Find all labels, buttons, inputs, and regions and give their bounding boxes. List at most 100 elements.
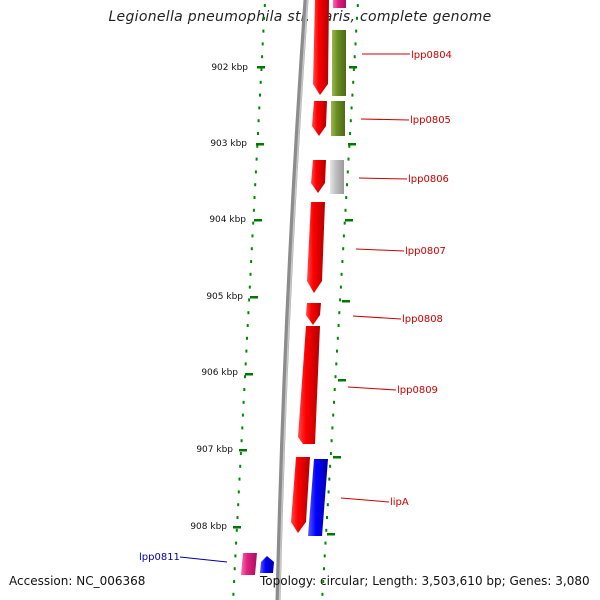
tick-mark: [245, 373, 253, 376]
scale-dot: [239, 464, 242, 468]
tick-mark: [345, 219, 353, 222]
scale-dot: [257, 119, 260, 123]
cds-lipA[interactable]: [291, 457, 310, 533]
scale-dot: [253, 196, 256, 199]
scale-dot: [331, 426, 334, 430]
scale-dot: [336, 349, 338, 353]
accession-text: Accession: NC_006368: [9, 574, 146, 588]
scale-dot: [349, 119, 352, 123]
scale-dot: [234, 554, 237, 558]
scale-dot: [237, 503, 240, 507]
tick-mark: [250, 296, 258, 299]
cog-ring: [241, 0, 346, 575]
scale-dot: [339, 285, 342, 289]
scale-dot: [255, 157, 258, 161]
scale-dot: [333, 400, 335, 404]
cog-block-pink-top: [333, 0, 346, 8]
scale-dot: [250, 247, 253, 251]
tick-label-904: 904 kbp: [209, 215, 246, 225]
gene-label-lpp0811[interactable]: lpp0811: [139, 552, 180, 563]
scale-dot: [326, 516, 328, 519]
cds-lpp0804[interactable]: [313, 0, 329, 95]
cds-lpp0809[interactable]: [298, 326, 320, 444]
cds-lpp0807[interactable]: [307, 202, 325, 293]
scale-dot: [353, 55, 356, 59]
scale-dot: [321, 592, 324, 596]
cog-lpp0806[interactable]: [330, 160, 344, 194]
gene-label-lpp0807[interactable]: lpp0807: [405, 246, 446, 257]
tick-mark: [254, 219, 262, 222]
map-title: Legionella pneumophila str. Paris, compl…: [108, 9, 492, 25]
genome-summary-text: Topology: circular; Length: 3,503,610 bp…: [260, 574, 590, 588]
tick-mark: [342, 300, 350, 303]
cog-lipA[interactable]: [308, 459, 328, 536]
scale-dot: [263, 4, 266, 7]
scale-dot: [236, 516, 239, 519]
gene-label-lipA[interactable]: lipA: [390, 497, 409, 508]
tick-mark: [257, 66, 265, 69]
scale-dot: [257, 132, 259, 135]
scale-dot: [349, 132, 352, 135]
cds-lpp0805[interactable]: [312, 101, 327, 136]
scale-dot: [254, 183, 257, 187]
scale-dot: [330, 439, 333, 443]
scale-dot: [326, 503, 329, 507]
scale-dot: [241, 426, 244, 430]
scale-dot: [252, 221, 255, 225]
scale-dot: [352, 68, 355, 71]
scale-dot: [237, 490, 240, 494]
scale-dot: [339, 298, 342, 302]
scale-dot: [248, 285, 251, 289]
scale-dot: [262, 29, 265, 33]
scale-dot: [235, 528, 238, 532]
tick-labels: 902 kbp 903 kbp 904 kbp 905 kbp 906 kbp …: [190, 63, 248, 532]
tick-mark: [348, 143, 356, 146]
scale-dot: [252, 208, 255, 212]
tick-label-902: 902 kbp: [211, 63, 248, 73]
cds-lpp0806[interactable]: [311, 160, 326, 193]
scale-dot: [245, 349, 248, 353]
tick-label-908: 908 kbp: [190, 522, 227, 532]
scale-dot: [263, 16, 266, 20]
scale-dot: [356, 16, 358, 20]
scale-dot: [247, 311, 250, 315]
scale-dot: [346, 183, 348, 187]
gene-label-lpp0809[interactable]: lpp0809: [397, 385, 438, 396]
gene-label-lpp0808[interactable]: lpp0808: [402, 314, 443, 325]
scale-dot: [232, 592, 235, 596]
scale-dot: [235, 541, 238, 545]
gene-label-lpp0806[interactable]: lpp0806: [408, 174, 449, 185]
scale-dot: [337, 324, 340, 327]
scale-dot: [329, 452, 332, 455]
gene-label-lpp0804[interactable]: lpp0804: [411, 50, 452, 61]
tick-mark: [349, 66, 357, 69]
scale-dot: [244, 375, 246, 379]
scale-dot: [325, 528, 328, 532]
scale-dot: [342, 247, 345, 251]
genome-backbone: [275, 0, 309, 600]
scale-dot: [328, 477, 331, 481]
scale-dot: [256, 144, 259, 148]
scale-dot: [332, 413, 335, 417]
cds-lpp0811[interactable]: [260, 556, 274, 573]
tick-mark: [256, 143, 264, 146]
scale-dot: [344, 208, 347, 212]
scale-dot: [261, 42, 264, 46]
cog-lpp0804[interactable]: [332, 30, 346, 96]
scale-dot: [351, 93, 354, 97]
gene-label-lpp0805[interactable]: lpp0805: [410, 115, 451, 126]
scale-dot: [258, 106, 261, 110]
scale-dot: [354, 42, 357, 46]
scale-dot: [260, 68, 263, 71]
scale-dot: [338, 311, 341, 315]
scale-dot: [334, 375, 337, 379]
scale-dot: [254, 170, 257, 174]
tick-label-907: 907 kbp: [196, 445, 233, 455]
scale-dot: [323, 567, 325, 571]
cog-lpp0811[interactable]: [241, 553, 257, 575]
cds-lpp0808[interactable]: [306, 303, 321, 325]
scale-dot: [341, 260, 344, 263]
cog-lpp0805[interactable]: [331, 101, 345, 136]
scale-dot: [251, 234, 254, 238]
tick-label-906: 906 kbp: [201, 368, 238, 378]
